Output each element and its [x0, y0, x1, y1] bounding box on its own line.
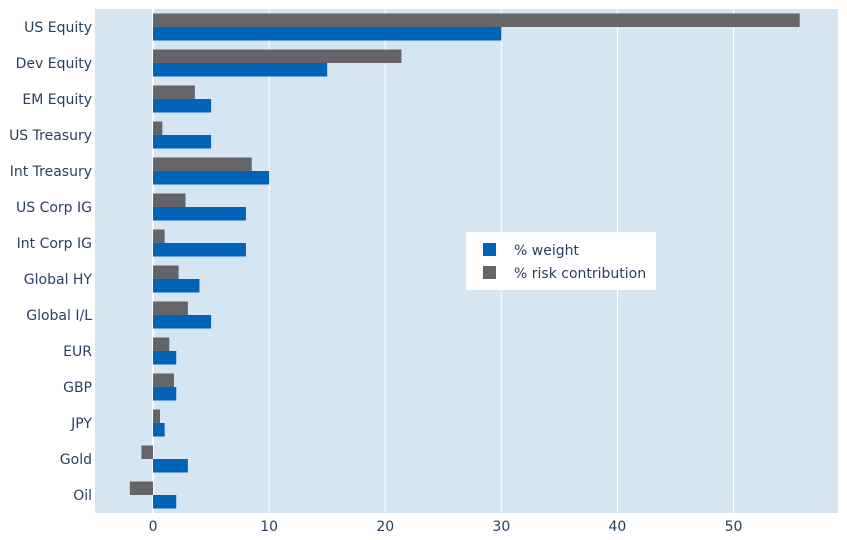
- y-category-label: US Treasury: [9, 128, 92, 144]
- bar-weight: [153, 279, 200, 293]
- legend-box: [466, 232, 656, 290]
- bar-risk-contribution: [141, 445, 154, 459]
- bar-weight: [153, 315, 212, 329]
- bar-risk-contribution: [153, 121, 163, 135]
- y-category-label: GBP: [63, 380, 92, 396]
- y-category-label: JPY: [70, 416, 92, 432]
- bar-weight: [153, 27, 502, 41]
- bar-weight: [153, 387, 177, 401]
- bar-risk-contribution: [153, 13, 800, 27]
- bar-risk-contribution: [153, 229, 165, 243]
- y-category-label: EUR: [63, 344, 92, 360]
- bar-weight: [153, 207, 246, 221]
- bar-risk-contribution: [153, 373, 174, 387]
- bar-risk-contribution: [153, 49, 402, 63]
- x-tick-label: 20: [376, 519, 394, 535]
- y-category-label: Global HY: [24, 272, 93, 288]
- bar-risk-contribution: [153, 337, 170, 351]
- y-category-label: Global I/L: [26, 308, 92, 324]
- x-tick-label: 50: [725, 519, 743, 535]
- bar-weight: [153, 423, 165, 437]
- x-tick-label: 30: [492, 519, 510, 535]
- bar-risk-contribution: [153, 85, 195, 99]
- y-axis-labels: US Equity Dev Equity EM Equity US Treasury I…: [9, 20, 92, 504]
- legend-swatch-weight: [483, 243, 496, 256]
- x-tick-label: 10: [260, 519, 278, 535]
- y-category-label: US Corp IG: [16, 200, 92, 216]
- bars: [129, 13, 800, 509]
- x-axis-labels: 0 10 20 30 40 50: [149, 519, 743, 535]
- x-tick-label: 40: [609, 519, 627, 535]
- legend-label-risk: % risk contribution: [514, 266, 646, 282]
- bar-risk-contribution: [153, 193, 186, 207]
- y-category-label: US Equity: [24, 20, 92, 36]
- bar-weight: [153, 351, 177, 365]
- y-category-label: Int Corp IG: [17, 236, 92, 252]
- y-category-label: Oil: [73, 488, 92, 504]
- y-category-label: Dev Equity: [16, 56, 92, 72]
- bar-risk-contribution: [153, 301, 188, 315]
- bar-weight: [153, 171, 270, 185]
- bar-risk-contribution: [153, 157, 252, 171]
- legend-label-weight: % weight: [514, 243, 579, 259]
- legend: % weight % risk contribution: [466, 232, 656, 290]
- y-category-label: EM Equity: [22, 92, 92, 108]
- legend-swatch-risk: [483, 266, 496, 279]
- bar-weight: [153, 243, 246, 257]
- bar-weight: [153, 495, 177, 509]
- bar-risk-contribution: [129, 481, 154, 495]
- bar-risk-contribution: [153, 265, 179, 279]
- x-tick-label: 0: [149, 519, 158, 535]
- bar-weight: [153, 459, 188, 473]
- y-category-label: Gold: [60, 452, 92, 468]
- bar-weight: [153, 135, 212, 149]
- bar-weight: [153, 99, 212, 113]
- y-category-label: Int Treasury: [10, 164, 92, 180]
- bar-weight: [153, 63, 328, 77]
- bar-risk-contribution: [153, 409, 161, 423]
